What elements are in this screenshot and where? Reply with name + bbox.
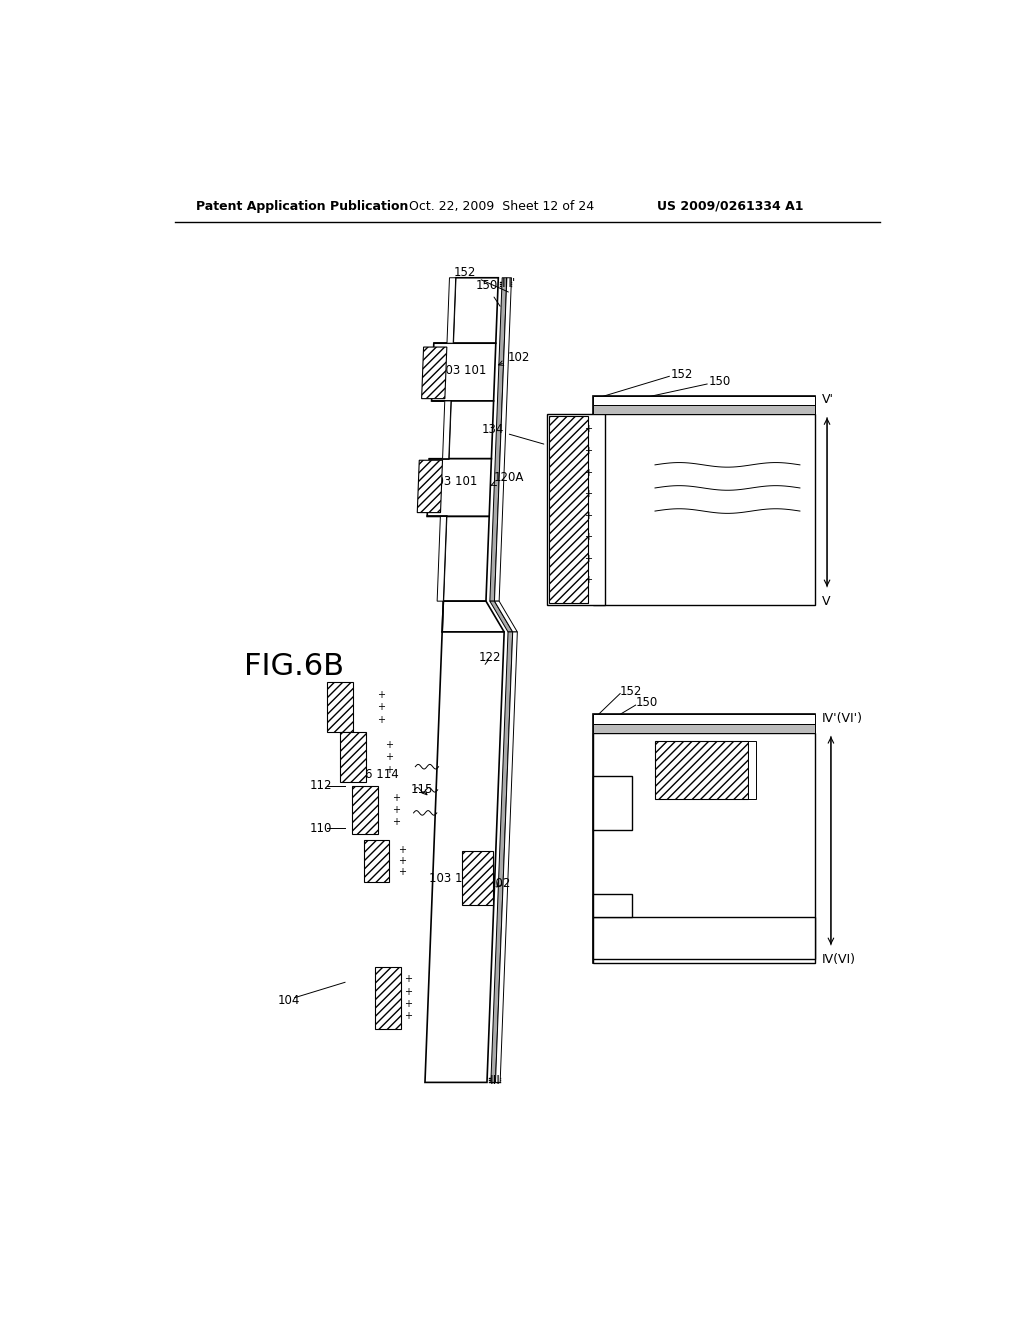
Polygon shape [340,733,366,781]
Polygon shape [443,516,489,601]
Text: 102: 102 [760,804,782,817]
Text: +: + [391,805,399,814]
Polygon shape [442,601,504,632]
Polygon shape [364,840,389,882]
Text: +: + [584,576,592,585]
Polygon shape [328,682,352,733]
Text: 102: 102 [488,878,511,890]
Text: Patent Application Publication: Patent Application Publication [197,199,409,213]
Polygon shape [496,632,517,1082]
Text: +: + [385,739,393,750]
Polygon shape [547,414,604,605]
Text: +: + [584,554,592,564]
Text: +: + [398,857,407,866]
Text: IV(VI): IV(VI) [821,953,856,966]
Text: +: + [584,446,592,455]
Text: +: + [377,689,385,700]
Text: 103 101: 103 101 [663,763,711,776]
Polygon shape [593,894,632,917]
Text: +: + [584,511,592,520]
Text: 122: 122 [479,651,502,664]
Polygon shape [417,461,442,512]
Polygon shape [593,714,815,964]
Text: 152: 152 [621,685,642,698]
Text: 134: 134 [481,422,544,444]
Polygon shape [489,601,513,632]
Polygon shape [593,396,815,405]
Polygon shape [352,785,378,834]
Polygon shape [549,416,588,603]
Text: Oct. 22, 2009  Sheet 12 of 24: Oct. 22, 2009 Sheet 12 of 24 [409,199,594,213]
Polygon shape [490,632,513,1082]
Text: IV'(VI'): IV'(VI') [821,711,862,725]
Text: 115: 115 [743,478,779,491]
Polygon shape [593,414,815,605]
Text: 120A: 120A [490,471,524,486]
Polygon shape [431,343,496,401]
Text: +: + [584,467,592,478]
Text: III': III' [502,277,516,290]
Polygon shape [593,776,632,830]
Text: 150: 150 [475,279,500,306]
Text: +: + [398,845,407,855]
Polygon shape [422,347,446,399]
Text: FIG.6B: FIG.6B [245,652,344,681]
Polygon shape [655,742,748,799]
Text: +: + [404,974,413,985]
Text: 112: 112 [310,779,333,792]
Text: 152: 152 [454,265,508,292]
Text: +: + [404,986,413,997]
Text: V: V [821,594,830,607]
Text: US 2009/0261334 A1: US 2009/0261334 A1 [656,199,803,213]
Text: +: + [584,425,592,434]
Text: +: + [391,817,399,826]
Text: +: + [584,490,592,499]
Polygon shape [462,851,494,906]
Text: +: + [377,702,385,711]
Text: +: + [404,999,413,1008]
Text: 103 101: 103 101 [429,871,477,884]
Polygon shape [748,742,756,799]
Text: 102: 102 [499,351,530,366]
Text: 115: 115 [411,783,433,796]
Text: 103 101: 103 101 [429,475,477,488]
Polygon shape [495,277,511,601]
Polygon shape [442,401,451,459]
Text: 103 101: 103 101 [438,363,486,376]
Text: 152: 152 [671,367,693,380]
Polygon shape [495,601,517,632]
Text: +: + [385,764,393,775]
Text: 104: 104 [278,994,300,1007]
Polygon shape [454,277,499,343]
Polygon shape [427,459,492,516]
Polygon shape [593,733,815,964]
Text: 126(142): 126(142) [597,800,651,813]
Polygon shape [449,401,494,459]
Text: 150: 150 [636,696,657,709]
Text: 116 114: 116 114 [708,462,757,475]
Text: +: + [391,793,399,803]
Text: 116 114: 116 114 [350,768,399,781]
Polygon shape [593,917,815,960]
Polygon shape [447,277,456,343]
Polygon shape [489,277,507,601]
Text: +: + [377,714,385,725]
Text: +: + [584,532,592,543]
Text: 110: 110 [310,822,333,834]
Polygon shape [437,516,446,601]
Polygon shape [425,632,504,1082]
Text: III: III [490,1073,501,1086]
Polygon shape [375,966,400,1028]
Polygon shape [593,405,815,414]
Polygon shape [593,714,815,723]
Polygon shape [593,396,815,605]
Text: +: + [385,752,393,762]
Text: +: + [404,1011,413,1022]
Polygon shape [593,723,815,733]
Text: 150: 150 [709,375,731,388]
Text: V': V' [821,393,834,407]
Text: +: + [398,867,407,876]
